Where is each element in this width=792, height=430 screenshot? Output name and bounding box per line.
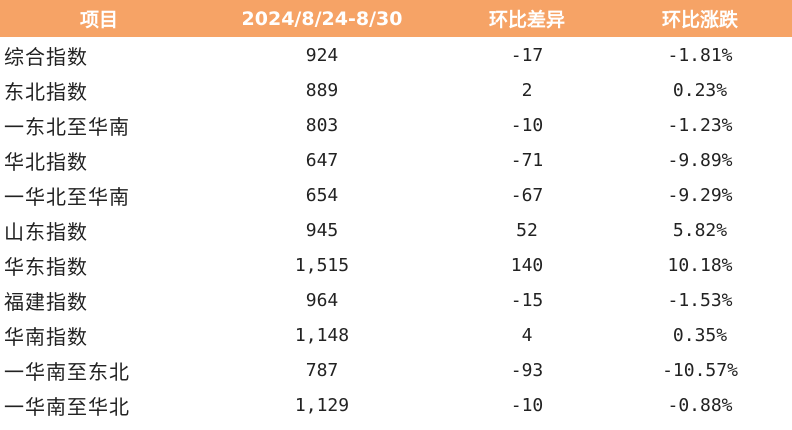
row-name: 华北指数 bbox=[4, 149, 88, 174]
row-pct: 0.35% bbox=[672, 324, 728, 346]
row-diff: -10 bbox=[510, 114, 544, 136]
row-diff: 52 bbox=[516, 219, 538, 241]
row-diff: -93 bbox=[510, 359, 544, 381]
row-name: 福建指数 bbox=[4, 289, 88, 314]
table-row: 东北指数 889 2 0.23% bbox=[0, 73, 792, 108]
row-value: 647 bbox=[305, 149, 339, 171]
table-row: 山东指数 945 52 5.82% bbox=[0, 213, 792, 248]
header-change: 环比涨跌 bbox=[661, 9, 738, 31]
table-row: 福建指数 964 -15 -1.53% bbox=[0, 283, 792, 318]
row-pct: -0.88% bbox=[667, 394, 733, 416]
row-value: 945 bbox=[305, 219, 339, 241]
row-name: 一华北至华南 bbox=[4, 184, 130, 209]
row-value: 1,129 bbox=[294, 394, 350, 416]
table-row: 华北指数 647 -71 -9.89% bbox=[0, 143, 792, 178]
row-name: 华南指数 bbox=[4, 324, 88, 349]
row-name: 一华南至华北 bbox=[4, 394, 130, 419]
row-diff: -67 bbox=[510, 184, 544, 206]
row-name: 一华南至东北 bbox=[4, 359, 130, 384]
row-diff: -15 bbox=[510, 289, 544, 311]
row-value: 787 bbox=[305, 359, 339, 381]
row-value: 803 bbox=[305, 114, 339, 136]
table-row: 一华南至东北 787 -93 -10.57% bbox=[0, 353, 792, 388]
row-value: 1,515 bbox=[294, 254, 350, 276]
header-item: 项目 bbox=[79, 9, 118, 31]
row-diff: -71 bbox=[510, 149, 544, 171]
row-value: 889 bbox=[305, 79, 339, 101]
row-pct: 0.23% bbox=[672, 79, 728, 101]
row-value: 924 bbox=[305, 44, 339, 66]
row-diff: 4 bbox=[521, 324, 533, 346]
row-pct: -9.29% bbox=[667, 184, 733, 206]
table-row: 综合指数 924 -17 -1.81% bbox=[0, 38, 792, 73]
row-diff: 2 bbox=[521, 79, 533, 101]
row-pct: -1.53% bbox=[667, 289, 733, 311]
row-value: 964 bbox=[305, 289, 339, 311]
row-name: 一东北至华南 bbox=[4, 114, 130, 139]
row-name: 山东指数 bbox=[4, 219, 88, 244]
row-name: 华东指数 bbox=[4, 254, 88, 279]
row-diff: -17 bbox=[510, 44, 544, 66]
row-pct: -10.57% bbox=[662, 359, 738, 381]
table-row: 一华南至华北 1,129 -10 -0.88% bbox=[0, 388, 792, 423]
row-diff: -10 bbox=[510, 394, 544, 416]
row-value: 654 bbox=[305, 184, 339, 206]
row-value: 1,148 bbox=[294, 324, 350, 346]
row-pct: 5.82% bbox=[672, 219, 728, 241]
row-diff: 140 bbox=[510, 254, 544, 276]
row-pct: 10.18% bbox=[667, 254, 733, 276]
row-pct: -1.81% bbox=[667, 44, 733, 66]
table-row: 一华北至华南 654 -67 -9.29% bbox=[0, 178, 792, 213]
row-name: 综合指数 bbox=[4, 44, 88, 69]
table-header: 项目 2024/8/24-8/30 环比差异 环比涨跌 bbox=[0, 0, 792, 38]
table-row: 华东指数 1,515 140 10.18% bbox=[0, 248, 792, 283]
row-pct: -9.89% bbox=[667, 149, 733, 171]
row-pct: -1.23% bbox=[667, 114, 733, 136]
header-period: 2024/8/24-8/30 bbox=[241, 7, 403, 30]
table-row: 一东北至华南 803 -10 -1.23% bbox=[0, 108, 792, 143]
header-diff: 环比差异 bbox=[488, 9, 565, 31]
row-name: 东北指数 bbox=[4, 79, 88, 104]
table-row: 华南指数 1,148 4 0.35% bbox=[0, 318, 792, 353]
